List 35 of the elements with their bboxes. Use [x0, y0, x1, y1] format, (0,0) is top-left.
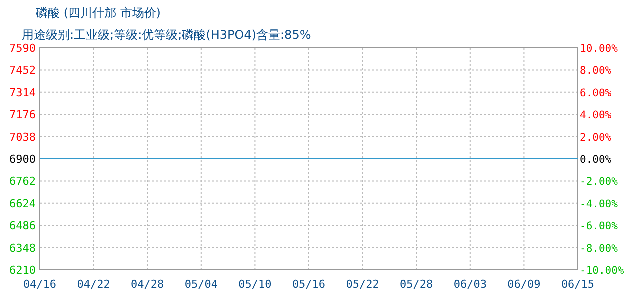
- x-tick-label: 06/15: [561, 278, 595, 291]
- chart-subtitle: 用途级别:工业级;等级:优等级;磷酸(H3PO4)含量:85%: [22, 28, 312, 42]
- y2-tick-label: -2.00%: [580, 176, 619, 188]
- y-tick-label: 6486: [10, 220, 36, 233]
- x-tick-label: 04/16: [23, 278, 57, 291]
- chart-title: 磷酸 (四川什邡 市场价): [35, 6, 161, 20]
- y2-tick-label: -10.00%: [580, 265, 625, 277]
- y2-tick-label: -8.00%: [580, 242, 619, 255]
- x-tick-label: 06/09: [508, 278, 541, 291]
- y2-tick-label: 6.00%: [580, 87, 612, 100]
- y-tick-label: 7452: [10, 64, 36, 78]
- x-tick-label: 04/28: [131, 278, 164, 291]
- y2-tick-label: 2.00%: [580, 132, 612, 144]
- y-tick-label: 7314: [10, 86, 36, 100]
- x-tick-label: 05/28: [400, 278, 434, 291]
- x-tick-label: 05/10: [238, 278, 272, 291]
- y-tick-label: 7038: [10, 130, 36, 144]
- x-tick-label: 04/22: [77, 278, 110, 291]
- y-tick-label: 6348: [10, 242, 36, 255]
- y2-tick-label: 10.00%: [580, 43, 619, 55]
- y2-tick-label: 8.00%: [580, 65, 612, 78]
- y2-tick-label: -6.00%: [580, 220, 619, 233]
- y2-tick-label: 0.00%: [580, 154, 612, 166]
- y-tick-label: 7176: [10, 108, 36, 122]
- x-tick-label: 06/03: [454, 278, 487, 291]
- y-tick-label: 7590: [10, 42, 36, 55]
- y2-tick-label: -4.00%: [580, 198, 619, 210]
- x-tick-label: 05/16: [292, 278, 326, 291]
- y-tick-label: 6900: [10, 153, 36, 166]
- y2-tick-label: 4.00%: [580, 110, 612, 122]
- y-tick-label: 6210: [10, 264, 36, 277]
- y-tick-label: 6624: [10, 197, 36, 210]
- y-tick-label: 6762: [10, 175, 36, 188]
- x-tick-label: 05/22: [346, 278, 380, 291]
- x-tick-label: 05/04: [184, 278, 218, 291]
